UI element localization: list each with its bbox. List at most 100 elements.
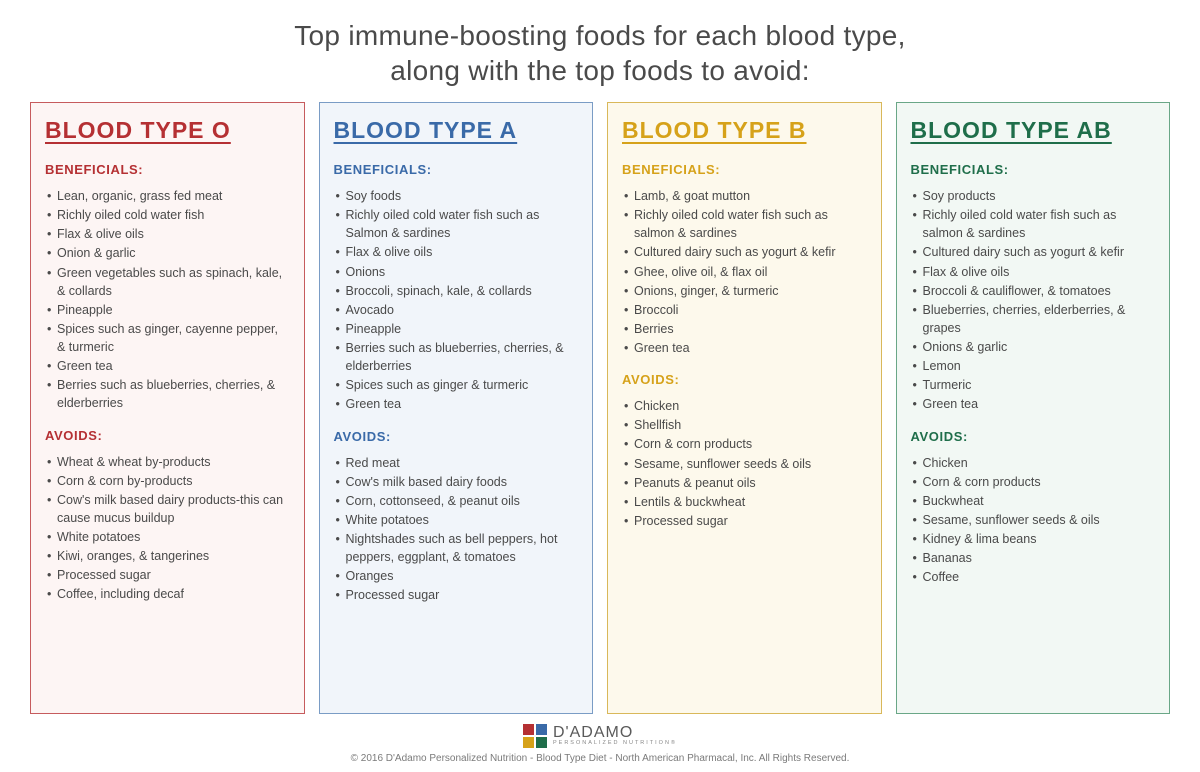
list-item: Sesame, sunflower seeds & oils — [624, 455, 867, 473]
avoids-label: AVOIDS: — [622, 372, 867, 387]
list-item: Lemon — [913, 357, 1156, 375]
list-item: Broccoli — [624, 301, 867, 319]
footer: D'ADAMO PERSONALIZED NUTRITION® © 2016 D… — [30, 714, 1170, 772]
avoids-label: AVOIDS: — [911, 429, 1156, 444]
list-item: Corn & corn products — [913, 473, 1156, 491]
logo-square-4 — [536, 737, 547, 748]
list-item: Flax & olive oils — [336, 243, 579, 261]
list-item: Wheat & wheat by-products — [47, 453, 290, 471]
page-title: Top immune-boosting foods for each blood… — [30, 18, 1170, 88]
list-item: Richly oiled cold water fish — [47, 206, 290, 224]
logo-square-2 — [536, 724, 547, 735]
list-item: Buckwheat — [913, 492, 1156, 510]
list-item: Nightshades such as bell peppers, hot pe… — [336, 530, 579, 566]
avoids-list: Wheat & wheat by-productsCorn & corn by-… — [45, 453, 290, 605]
logo-square-3 — [523, 737, 534, 748]
list-item: Processed sugar — [47, 566, 290, 584]
avoids-label: AVOIDS: — [334, 429, 579, 444]
list-item: Onion & garlic — [47, 244, 290, 262]
list-item: Onions — [336, 263, 579, 281]
list-item: Berries such as blueberries, cherries, &… — [47, 376, 290, 412]
logo-text: D'ADAMO PERSONALIZED NUTRITION® — [553, 725, 677, 747]
column-heading: BLOOD TYPE A — [334, 117, 579, 144]
beneficials-label: BENEFICIALS: — [334, 162, 579, 177]
list-item: Red meat — [336, 454, 579, 472]
list-item: Richly oiled cold water fish such as sal… — [624, 206, 867, 242]
list-item: Kidney & lima beans — [913, 530, 1156, 548]
page: Top immune-boosting foods for each blood… — [0, 0, 1200, 772]
beneficials-list: Lamb, & goat muttonRichly oiled cold wat… — [622, 187, 867, 358]
list-item: Turmeric — [913, 376, 1156, 394]
beneficials-list: Soy productsRichly oiled cold water fish… — [911, 187, 1156, 415]
list-item: Spices such as ginger, cayenne pepper, &… — [47, 320, 290, 356]
list-item: Green tea — [47, 357, 290, 375]
list-item: Soy foods — [336, 187, 579, 205]
list-item: Corn, cottonseed, & peanut oils — [336, 492, 579, 510]
list-item: Processed sugar — [336, 586, 579, 604]
list-item: Kiwi, oranges, & tangerines — [47, 547, 290, 565]
list-item: Broccoli & cauliflower, & tomatoes — [913, 282, 1156, 300]
list-item: Soy products — [913, 187, 1156, 205]
list-item: Berries such as blueberries, cherries, &… — [336, 339, 579, 375]
list-item: Spices such as ginger & turmeric — [336, 376, 579, 394]
list-item: Lentils & buckwheat — [624, 493, 867, 511]
brand-logo: D'ADAMO PERSONALIZED NUTRITION® — [523, 724, 677, 748]
blood-type-column: BLOOD TYPE B BENEFICIALS: Lamb, & goat mut… — [607, 102, 882, 714]
blood-type-column: BLOOD TYPE A BENEFICIALS: Soy foodsRichly … — [319, 102, 594, 714]
list-item: Green tea — [624, 339, 867, 357]
column-heading: BLOOD TYPE B — [622, 117, 867, 144]
list-item: Processed sugar — [624, 512, 867, 530]
logo-squares-icon — [523, 724, 547, 748]
list-item: Cultured dairy such as yogurt & kefir — [913, 243, 1156, 261]
list-item: Green tea — [336, 395, 579, 413]
list-item: Corn & corn by-products — [47, 472, 290, 490]
beneficials-list: Lean, organic, grass fed meatRichly oile… — [45, 187, 290, 414]
list-item: Chicken — [624, 397, 867, 415]
list-item: Green vegetables such as spinach, kale, … — [47, 264, 290, 300]
avoids-list: Red meatCow's milk based dairy foodsCorn… — [334, 454, 579, 606]
list-item: Cow's milk based dairy foods — [336, 473, 579, 491]
list-item: Chicken — [913, 454, 1156, 472]
logo-square-1 — [523, 724, 534, 735]
title-line-2: along with the top foods to avoid: — [390, 55, 810, 86]
list-item: Bananas — [913, 549, 1156, 567]
list-item: Richly oiled cold water fish such as sal… — [913, 206, 1156, 242]
list-item: Sesame, sunflower seeds & oils — [913, 511, 1156, 529]
list-item: White potatoes — [47, 528, 290, 546]
list-item: Pineapple — [47, 301, 290, 319]
list-item: Lamb, & goat mutton — [624, 187, 867, 205]
list-item: Coffee — [913, 568, 1156, 586]
beneficials-list: Soy foodsRichly oiled cold water fish su… — [334, 187, 579, 415]
list-item: Oranges — [336, 567, 579, 585]
list-item: Onions & garlic — [913, 338, 1156, 356]
logo-sub: PERSONALIZED NUTRITION® — [553, 741, 677, 747]
logo-main: D'ADAMO — [553, 725, 633, 741]
title-line-1: Top immune-boosting foods for each blood… — [294, 20, 906, 51]
list-item: Avocado — [336, 301, 579, 319]
list-item: Corn & corn products — [624, 435, 867, 453]
list-item: Pineapple — [336, 320, 579, 338]
list-item: Shellfish — [624, 416, 867, 434]
list-item: Ghee, olive oil, & flax oil — [624, 263, 867, 281]
list-item: Coffee, including decaf — [47, 585, 290, 603]
list-item: Broccoli, spinach, kale, & collards — [336, 282, 579, 300]
copyright: © 2016 D'Adamo Personalized Nutrition - … — [30, 753, 1170, 772]
blood-type-column: BLOOD TYPE OBENEFICIALS:Lean, organic, g… — [30, 102, 305, 714]
list-item: Flax & olive oils — [47, 225, 290, 243]
avoids-list: ChickenCorn & corn productsBuckwheatSesa… — [911, 454, 1156, 588]
beneficials-label: BENEFICIALS: — [45, 162, 290, 177]
avoids-list: ChickenShellfishCorn & corn products Sesa… — [622, 397, 867, 531]
beneficials-label: BENEFICIALS: — [622, 162, 867, 177]
list-item: Lean, organic, grass fed meat — [47, 187, 290, 205]
list-item: Green tea — [913, 395, 1156, 413]
list-item: White potatoes — [336, 511, 579, 529]
list-item: Cultured dairy such as yogurt & kefir — [624, 243, 867, 261]
column-heading: BLOOD TYPE AB — [911, 117, 1156, 144]
avoids-label: AVOIDS: — [45, 428, 290, 443]
list-item: Blueberries, cherries, elderberries, & g… — [913, 301, 1156, 337]
list-item: Cow's milk based dairy products-this can… — [47, 491, 290, 527]
list-item: Peanuts & peanut oils — [624, 474, 867, 492]
list-item: Onions, ginger, & turmeric — [624, 282, 867, 300]
list-item: Flax & olive oils — [913, 263, 1156, 281]
columns-container: BLOOD TYPE OBENEFICIALS:Lean, organic, g… — [30, 102, 1170, 714]
